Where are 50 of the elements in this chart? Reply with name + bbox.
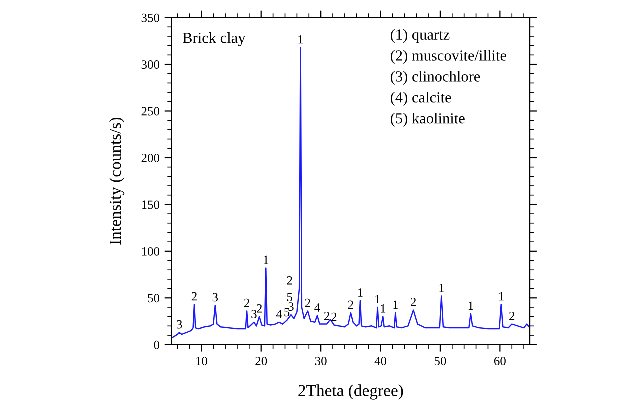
annotation: 2 bbox=[348, 300, 354, 310]
annotation: 1 bbox=[376, 295, 380, 304]
x-tick-label: 40 bbox=[374, 357, 387, 366]
annotation: 1 bbox=[499, 292, 504, 301]
annotation: 2 bbox=[257, 304, 262, 313]
y-tick-label: 150 bbox=[142, 200, 160, 210]
annotation: (5) kaolinite bbox=[390, 112, 465, 127]
y-axis-title: Intensity (counts/s) bbox=[109, 118, 125, 245]
annotation: 5 bbox=[284, 308, 290, 317]
annotation: 1 bbox=[264, 256, 269, 264]
annotation: 1 bbox=[381, 304, 386, 313]
x-tick-label: 10 bbox=[196, 357, 208, 366]
annotation: 3 bbox=[177, 320, 182, 329]
y-tick-label: 50 bbox=[148, 294, 160, 303]
y-tick-label: 100 bbox=[142, 247, 160, 256]
y-tick-label: 200 bbox=[142, 154, 160, 162]
annotation: 1 bbox=[358, 288, 363, 297]
annotation: 2 bbox=[332, 312, 337, 322]
annotation: 4 bbox=[276, 310, 282, 318]
x-tick-label: 20 bbox=[256, 357, 268, 366]
annotation: 3 bbox=[252, 310, 257, 319]
annotation: 3 bbox=[212, 293, 218, 302]
x-tick-label: 50 bbox=[434, 357, 446, 366]
annotation: (4) calcite bbox=[390, 92, 452, 106]
annotation: 2 bbox=[305, 298, 310, 308]
x-axis-title: 2Theta (degree) bbox=[298, 384, 404, 400]
annotation: 2 bbox=[287, 276, 292, 285]
y-tick-label: 0 bbox=[154, 340, 160, 350]
annotation: 5 bbox=[287, 293, 292, 302]
annotation: (3) clinochlore bbox=[390, 71, 480, 85]
y-tick-label: 350 bbox=[142, 14, 160, 22]
annotation: 1 bbox=[298, 35, 304, 44]
annotation: 2 bbox=[244, 298, 250, 308]
annotation: Brick clay bbox=[183, 32, 246, 46]
y-tick-label: 250 bbox=[142, 107, 160, 116]
annotation: 2 bbox=[510, 312, 515, 320]
x-tick-label: 30 bbox=[315, 357, 327, 366]
annotation: 2 bbox=[411, 298, 416, 306]
annotation: 4 bbox=[314, 304, 320, 312]
annotation: (2) muscovite/illite bbox=[390, 50, 506, 64]
x-tick-label: 60 bbox=[494, 357, 506, 366]
annotation: (1) quartz bbox=[390, 29, 450, 44]
annotation: 1 bbox=[468, 302, 474, 310]
y-tick-label: 300 bbox=[142, 60, 160, 69]
annotation: 2 bbox=[324, 312, 330, 320]
line-series bbox=[172, 47, 530, 339]
annotation: 1 bbox=[394, 300, 398, 310]
annotation: 3 bbox=[288, 302, 294, 312]
annotation: 1 bbox=[440, 284, 444, 292]
annotation: 2 bbox=[192, 292, 197, 301]
